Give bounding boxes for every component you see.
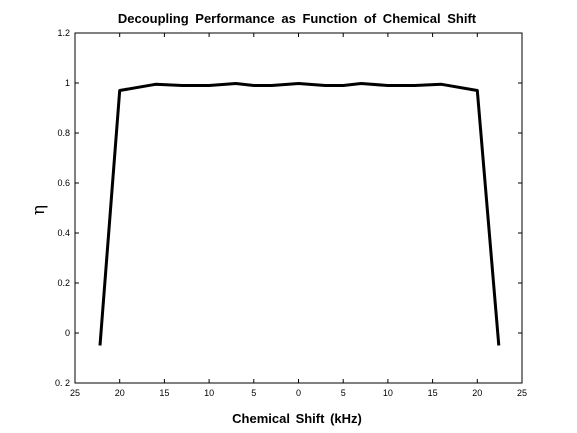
y-axis-ticks: 0. 2 0 0.2 0.4 0.6 0.8 1 1.2 — [55, 28, 522, 388]
x-tick-label: 0 — [296, 388, 301, 398]
y-axis-label: η — [29, 205, 49, 215]
x-tick-label: 15 — [159, 388, 169, 398]
x-tick-label: 20 — [115, 388, 125, 398]
x-tick-label: 10 — [383, 388, 393, 398]
x-tick-label: 10 — [204, 388, 214, 398]
chart-title: Decoupling Performance as Function of Ch… — [118, 11, 477, 26]
x-axis-ticks: 25 20 15 10 5 0 5 10 15 20 25 — [70, 33, 527, 398]
y-tick-label: 0. 2 — [55, 378, 70, 388]
y-tick-label: 0.4 — [57, 228, 70, 238]
y-tick-label: 0 — [65, 328, 70, 338]
x-tick-label: 5 — [341, 388, 346, 398]
x-tick-label: 15 — [428, 388, 438, 398]
y-tick-label: 0.6 — [57, 178, 70, 188]
y-tick-label: 0.2 — [57, 278, 70, 288]
y-tick-label: 0.8 — [57, 128, 70, 138]
x-tick-label: 5 — [251, 388, 256, 398]
series-line — [98, 82, 501, 346]
x-axis-label: Chemical Shift (kHz) — [232, 411, 362, 426]
x-tick-label: 25 — [70, 388, 80, 398]
y-tick-label: 1 — [65, 78, 70, 88]
y-tick-label: 1.2 — [57, 28, 70, 38]
x-tick-label: 20 — [472, 388, 482, 398]
x-tick-label: 25 — [517, 388, 527, 398]
